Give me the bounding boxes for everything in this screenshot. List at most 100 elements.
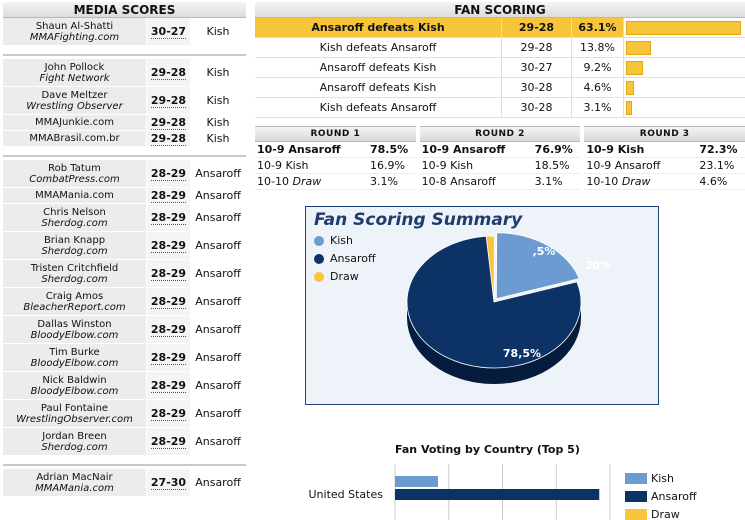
country-label: United States <box>309 488 384 501</box>
winner-cell: Ansaroff <box>195 407 241 420</box>
score-link[interactable]: 28-29 <box>150 378 187 393</box>
scorer-name: Shaun Al-Shatti <box>35 20 114 32</box>
score-cell: 28-29 <box>146 288 190 315</box>
scorer-cell: Brian Knapp Sherdog.com <box>3 232 146 259</box>
pie-slice-ansaroff <box>406 235 582 369</box>
fan-result-score: 29-28 <box>501 38 571 57</box>
pie-data-label-kish: 20% <box>585 259 611 272</box>
legend-item-draw: Draw <box>314 270 359 283</box>
score-link[interactable]: 28-29 <box>150 238 187 253</box>
media-score-row: Tim Burke BloodyElbow.com 28-29 Ansaroff <box>3 344 246 372</box>
winner-cell: Ansaroff <box>195 476 241 489</box>
round-score-label: 10-10 Draw <box>584 174 699 189</box>
fan-result-score: 30-28 <box>501 78 571 97</box>
score-link[interactable]: 28-29 <box>150 166 187 181</box>
country-bar-ansaroff <box>395 489 600 500</box>
round-score-label: 10-9 Ansaroff <box>584 158 699 173</box>
group-separator <box>3 147 246 157</box>
score-link[interactable]: 28-29 <box>150 406 187 421</box>
country-legend-draw: Draw <box>625 508 680 520</box>
round-title: ROUND 2 <box>419 126 581 142</box>
scorer-publication: BloodyElbow.com <box>30 385 119 397</box>
country-legend-kish: Kish <box>625 472 674 485</box>
score-link[interactable]: 28-29 <box>150 294 187 309</box>
scorer-name: Craig Amos <box>45 290 104 302</box>
winner-cell: Ansaroff <box>195 267 241 280</box>
round-score-label: 10-9 Kish <box>255 158 370 173</box>
media-score-row: Rob Tatum CombatPress.com 28-29 Ansaroff <box>3 160 246 188</box>
scorer-publication: Wrestling Observer <box>26 100 123 112</box>
media-score-row: Chris Nelson Sherdog.com 28-29 Ansaroff <box>3 204 246 232</box>
fan-bar-cell <box>623 38 745 57</box>
round-score-row: 10-9 Kish 16.9% <box>255 158 416 174</box>
winner-cell: Ansaroff <box>195 239 241 252</box>
scorer-cell: MMAMania.com <box>3 188 146 203</box>
score-link[interactable]: 28-29 <box>150 434 187 449</box>
score-link[interactable]: 29-28 <box>150 93 187 108</box>
country-legend-swatch-kish <box>625 473 647 484</box>
legend-item-kish: Kish <box>314 234 353 247</box>
score-link[interactable]: 29-28 <box>150 65 187 80</box>
round-score-text: 10-9 Kish <box>257 159 309 172</box>
score-link[interactable]: 28-29 <box>150 322 187 337</box>
fan-bar-cell <box>623 58 745 77</box>
score-link[interactable]: 27-30 <box>150 475 187 490</box>
scorer-name: Chris Nelson <box>43 206 106 218</box>
fan-bar-cell <box>623 18 745 37</box>
score-cell: 28-29 <box>146 316 190 343</box>
round-score-row: 10-9 Ansaroff 23.1% <box>584 158 745 174</box>
scorer-cell: Tristen Critchfield Sherdog.com <box>3 260 146 287</box>
scorer-publication: CombatPress.com <box>29 173 120 185</box>
scorer-cell: MMABrasil.com.br <box>3 131 146 146</box>
scorer-name: Rob Tatum <box>48 162 101 174</box>
winner-cell: Kish <box>206 94 230 107</box>
fan-score-row: Kish defeats Ansaroff 29-28 13.8% <box>255 38 745 58</box>
winner-cell: Ansaroff <box>195 189 241 202</box>
fan-result-percent: 63.1% <box>571 18 623 37</box>
fan-scoring-list: Ansaroff defeats Kish 29-28 63.1% Kish defe… <box>255 18 745 118</box>
country-legend-label-ansaroff: Ansaroff <box>651 490 697 503</box>
media-score-row: Paul Fontaine WrestlingObserver.com 28-29 A… <box>3 400 246 428</box>
round-score-percent: 3.1% <box>370 175 398 188</box>
scorer-name: MMAJunkie.com <box>35 117 114 128</box>
round-breakdown: ROUND 1 10-9 Ansaroff 78.5% 10-9 Kish 16.9% 1… <box>255 126 745 190</box>
fan-result-score: 30-27 <box>501 58 571 77</box>
fan-result-label: Kish defeats Ansaroff <box>319 101 437 114</box>
scorer-publication: Sherdog.com <box>41 273 108 285</box>
country-chart: United States <box>309 464 611 520</box>
score-link[interactable]: 30-27 <box>150 24 187 39</box>
round-score-row: 10-8 Ansaroff 3.1% <box>419 174 581 190</box>
round-score-row: 10-9 Kish 72.3% <box>584 142 745 158</box>
round-score-label: 10-9 Kish <box>420 158 535 173</box>
scorer-cell: Tim Burke BloodyElbow.com <box>3 344 146 371</box>
fan-result-label: Ansaroff defeats Kish <box>255 18 501 37</box>
score-link[interactable]: 28-29 <box>150 266 187 281</box>
round-score-row: 10-10 Draw 4.6% <box>584 174 745 190</box>
round-score-percent: 23.1% <box>699 159 735 172</box>
scorer-publication: MMAFighting.com <box>29 31 120 43</box>
score-link[interactable]: 28-29 <box>150 188 187 203</box>
legend-label-kish: Kish <box>330 234 353 247</box>
round-3-box: ROUND 3 10-9 Kish 72.3% 10-9 Ansaroff 23.1% 1… <box>584 126 745 190</box>
fan-bar-cell <box>623 98 745 117</box>
round-score-percent: 72.3% <box>699 143 738 156</box>
score-link[interactable]: 28-29 <box>150 350 187 365</box>
score-link[interactable]: 29-28 <box>150 131 187 146</box>
winner-cell: Ansaroff <box>195 379 241 392</box>
media-score-row: John Pollock Fight Network 29-28 Kish <box>3 59 246 87</box>
scorer-cell: Dallas Winston BloodyElbow.com <box>3 316 146 343</box>
legend-item-ansaroff: Ansaroff <box>314 252 376 265</box>
scorer-name: Jordan Breen <box>42 430 107 442</box>
score-link[interactable]: 28-29 <box>150 210 187 225</box>
winner-cell: Ansaroff <box>195 295 241 308</box>
round-score-text: 10-9 Ansaroff <box>257 143 341 156</box>
score-cell: 29-28 <box>146 87 190 114</box>
country-bar-kish <box>395 476 438 487</box>
score-link[interactable]: 29-28 <box>150 115 187 130</box>
scorer-name: Dave Meltzer <box>41 89 108 101</box>
round-score-row: 10-9 Ansaroff 76.9% <box>419 142 581 158</box>
group-separator <box>3 456 246 466</box>
round-2-box: ROUND 2 10-9 Ansaroff 76.9% 10-9 Kish 18.5% 1… <box>419 126 581 190</box>
scorer-cell: Shaun Al-Shatti MMAFighting.com <box>3 18 146 45</box>
winner-cell: Kish <box>206 66 230 79</box>
